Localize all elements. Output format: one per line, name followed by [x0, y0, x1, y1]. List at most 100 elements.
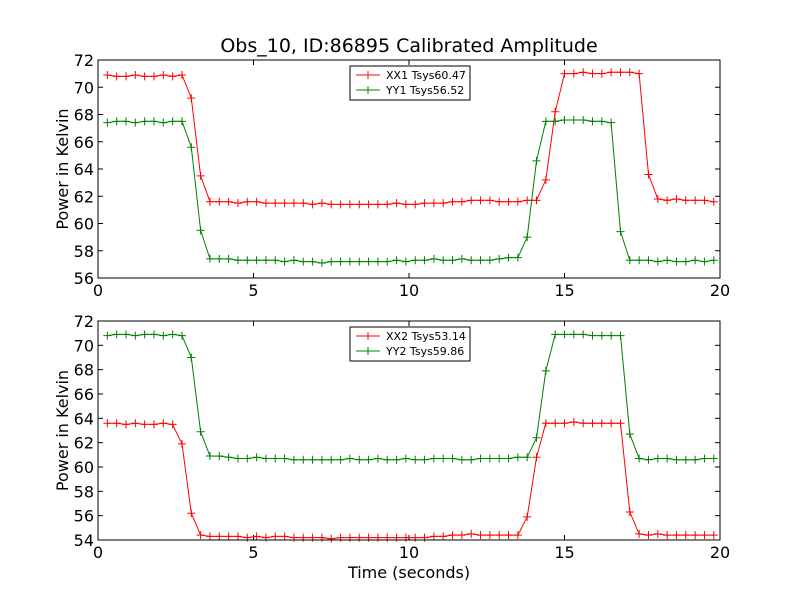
data-point: [541, 366, 550, 375]
data-point: [252, 453, 261, 462]
series-line-1: [107, 421, 714, 540]
data-point: [420, 199, 429, 208]
data-point: [467, 455, 476, 464]
data-point: [597, 419, 606, 428]
data-point: [271, 199, 280, 208]
data-point: [392, 256, 401, 265]
data-point: [429, 454, 438, 463]
data-point: [569, 115, 578, 124]
data-point: [607, 68, 616, 77]
data-point: [103, 70, 112, 79]
data-point: [616, 68, 625, 77]
data-point: [523, 453, 532, 462]
data-point: [140, 117, 149, 126]
x-tick-label: 0: [93, 543, 103, 562]
y-tick-label: 62: [74, 434, 94, 453]
data-point: [448, 454, 457, 463]
data-point: [681, 455, 690, 464]
data-point: [513, 253, 522, 262]
data-point: [205, 452, 214, 461]
data-point: [121, 330, 130, 339]
data-point: [215, 197, 224, 206]
data-point: [625, 68, 634, 77]
x-tick-label: 10: [399, 543, 419, 562]
data-point: [233, 199, 242, 208]
data-point: [569, 330, 578, 339]
x-tick-label: 20: [710, 281, 730, 300]
y-tick-label: 58: [74, 482, 94, 501]
data-point: [551, 330, 560, 339]
data-point: [448, 531, 457, 540]
data-point: [467, 196, 476, 205]
data-point: [383, 257, 392, 266]
data-point: [364, 200, 373, 209]
data-point: [327, 257, 336, 266]
data-point: [289, 199, 298, 208]
data-point: [355, 455, 364, 464]
legend-marker: [364, 86, 372, 94]
data-point: [588, 331, 597, 340]
data-point: [121, 72, 130, 81]
y-tick-label: 68: [74, 106, 94, 125]
data-point: [635, 69, 644, 78]
legend-label: XX2 Tsys53.14: [386, 330, 466, 343]
data-point: [457, 254, 466, 263]
data-point: [569, 417, 578, 426]
data-point: [541, 419, 550, 428]
data-point: [411, 455, 420, 464]
data-point: [401, 257, 410, 266]
x-tick-label: 5: [248, 281, 258, 300]
data-point: [252, 256, 261, 265]
data-point: [168, 72, 177, 81]
data-point: [597, 117, 606, 126]
data-point: [149, 330, 158, 339]
data-point: [233, 454, 242, 463]
y-tick-label: 64: [74, 160, 94, 179]
data-point: [355, 200, 364, 209]
data-point: [233, 532, 242, 541]
data-point: [308, 455, 317, 464]
x-tick-label: 15: [554, 543, 574, 562]
legend-marker: [364, 71, 372, 79]
data-point: [383, 200, 392, 209]
data-point: [681, 196, 690, 205]
data-point: [579, 68, 588, 77]
data-point: [159, 331, 168, 340]
legend-box: [349, 65, 471, 101]
data-point: [429, 254, 438, 263]
data-point: [131, 70, 140, 79]
data-point: [215, 532, 224, 541]
data-point: [261, 199, 270, 208]
data-point: [149, 72, 158, 81]
data-point: [215, 452, 224, 461]
data-point: [457, 197, 466, 206]
data-point: [635, 454, 644, 463]
data-point: [112, 72, 121, 81]
data-point: [140, 72, 149, 81]
data-point: [429, 532, 438, 541]
data-point: [523, 512, 532, 521]
data-point: [439, 454, 448, 463]
data-point: [261, 256, 270, 265]
data-point: [299, 455, 308, 464]
data-point: [467, 256, 476, 265]
data-point: [168, 117, 177, 126]
data-point: [700, 454, 709, 463]
data-point: [625, 430, 634, 439]
data-point: [663, 454, 672, 463]
data-point: [336, 257, 345, 266]
data-point: [485, 256, 494, 265]
data-point: [635, 529, 644, 538]
data-point: [420, 455, 429, 464]
data-point: [373, 454, 382, 463]
data-point: [691, 531, 700, 540]
data-point: [644, 531, 653, 540]
data-point: [317, 455, 326, 464]
data-point: [280, 532, 289, 541]
data-point: [299, 257, 308, 266]
series-line-2: [107, 119, 714, 264]
data-point: [607, 419, 616, 428]
data-point: [644, 256, 653, 265]
legend-label: YY2 Tsys59.86: [385, 345, 464, 358]
data-point: [513, 453, 522, 462]
